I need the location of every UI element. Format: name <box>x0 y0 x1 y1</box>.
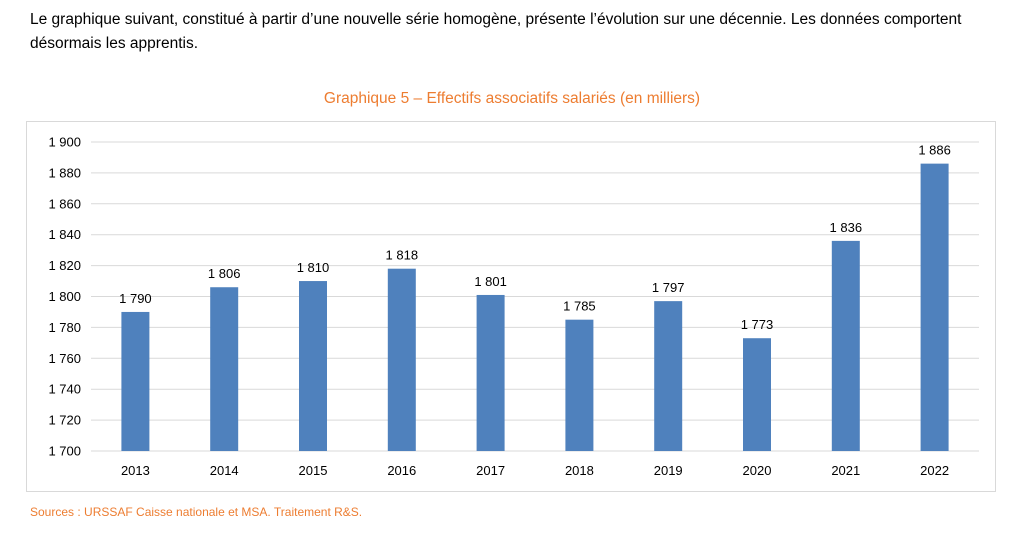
x-axis-categories: 2013 2014 2015 2016 2017 2018 2019 2020 2021 2022 <box>121 463 949 478</box>
data-label-2019: 1 797 <box>652 280 685 295</box>
sources-note: Sources : URSSAF Caisse nationale et MSA… <box>30 505 363 519</box>
data-label-2013: 1 790 <box>119 291 152 306</box>
y-tick-label: 1 720 <box>48 413 81 428</box>
y-tick-label: 1 700 <box>48 444 81 459</box>
bar-2022 <box>920 163 949 451</box>
bar-2018 <box>565 319 594 451</box>
y-tick-label: 1 860 <box>48 196 81 211</box>
bar-2020 <box>743 338 771 451</box>
data-label-2021: 1 836 <box>830 220 863 235</box>
x-category-label: 2018 <box>565 463 594 478</box>
x-category-label: 2021 <box>831 463 860 478</box>
bar-chart: 1 700 1 720 1 740 1 760 1 780 1 800 1 820 1 840… <box>48 135 979 478</box>
y-tick-label: 1 900 <box>48 135 81 150</box>
data-label-2016: 1 818 <box>386 248 419 263</box>
data-label-2014: 1 806 <box>208 266 241 281</box>
intro-paragraph: Le graphique suivant, constitué à partir… <box>30 11 962 52</box>
y-tick-label: 1 840 <box>48 227 81 242</box>
bar-2016 <box>387 268 416 451</box>
chart-frame: 1 700 1 720 1 740 1 760 1 780 1 800 1 820 1 840… <box>26 121 996 492</box>
bar-2015 <box>299 281 327 451</box>
x-category-label: 2017 <box>476 463 505 478</box>
data-label-2017: 1 801 <box>474 274 507 289</box>
data-label-2018: 1 785 <box>563 299 596 314</box>
gridlines <box>91 141 979 452</box>
x-category-label: 2014 <box>210 463 239 478</box>
bar-2021 <box>831 240 860 451</box>
x-category-label: 2020 <box>743 463 772 478</box>
x-category-label: 2015 <box>299 463 328 478</box>
data-labels: 1 790 1 806 1 810 1 818 1 801 1 785 1 797 1 773… <box>119 143 951 333</box>
y-tick-label: 1 880 <box>48 165 81 180</box>
bars <box>121 163 949 451</box>
x-category-label: 2019 <box>654 463 683 478</box>
data-label-2015: 1 810 <box>297 260 330 275</box>
x-category-label: 2022 <box>920 463 949 478</box>
y-tick-label: 1 820 <box>48 258 81 273</box>
bar-2019 <box>654 301 683 451</box>
data-label-2020: 1 773 <box>741 317 774 332</box>
y-axis-ticks: 1 700 1 720 1 740 1 760 1 780 1 800 1 820 1 840… <box>48 135 81 459</box>
x-category-label: 2013 <box>121 463 150 478</box>
data-label-2022: 1 886 <box>918 143 951 158</box>
chart-title: Graphique 5 – Effectifs associatifs sala… <box>323 90 701 107</box>
x-category-label: 2016 <box>387 463 416 478</box>
y-tick-label: 1 780 <box>48 320 81 335</box>
y-tick-label: 1 760 <box>48 351 81 366</box>
bar-2017 <box>476 294 505 451</box>
bar-2013 <box>121 311 150 451</box>
y-tick-label: 1 740 <box>48 382 81 397</box>
bar-2014 <box>210 287 239 451</box>
y-tick-label: 1 800 <box>48 289 81 304</box>
